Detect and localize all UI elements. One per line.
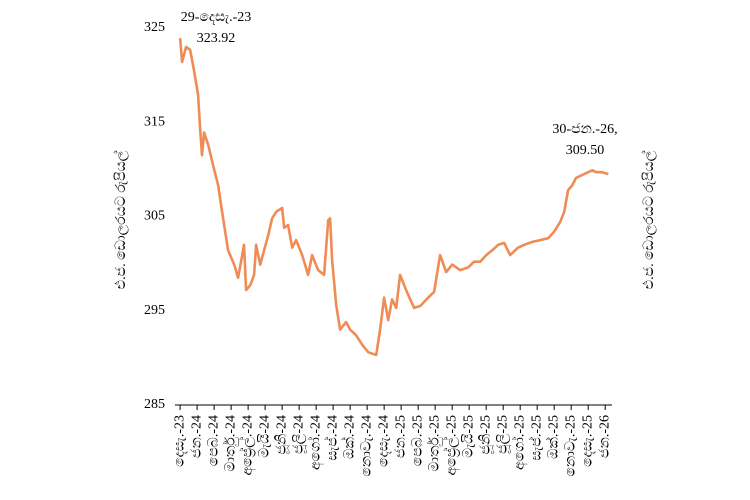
x-tick-label: දෙසැ.-24	[376, 415, 391, 467]
x-tick-label: මාර්තු.-24	[222, 415, 238, 472]
y-tick-label: 295	[144, 303, 165, 318]
annotation: 30-ජන.-26,	[552, 122, 617, 137]
annotation: 323.92	[197, 31, 236, 46]
x-tick-label: අප්‍රේල්.-25	[443, 415, 460, 475]
x-tick-label: ජන.-26	[597, 415, 612, 458]
y-axis-label: එ.ජ. ඩොලරයට රුපියල්	[113, 150, 129, 289]
line	[178, 38, 609, 357]
x-tick-label: අගෝ.-25	[511, 415, 528, 470]
x-tick-label: ජූලි-25	[495, 415, 511, 454]
x-tick-label: නොවැ.-25	[563, 415, 578, 477]
x-tick-label: දෙසැ.-23	[172, 415, 187, 467]
x-tick-label: පෙබ.-25	[410, 415, 425, 466]
x-tick-label: ජූනි-24	[274, 415, 290, 455]
x-tick-label: අප්‍රේල්.-24	[239, 415, 256, 475]
x-tick-label: මැයි-25	[461, 415, 476, 458]
y-tick-label: 325	[144, 20, 165, 35]
x-tick-label: ජූනි-25	[478, 415, 494, 455]
x-tick-label: ඔක්.-24	[341, 415, 357, 459]
x-tick-label: ජන.-24	[189, 415, 204, 458]
y-tick-label: 315	[144, 114, 165, 129]
x-tick-label: සැප්.-25	[528, 415, 544, 461]
x-tick-label: ජූලි-24	[291, 415, 307, 454]
x-tick-label: මාර්තු.-25	[426, 415, 442, 472]
x-tick-label: නොවැ.-24	[359, 415, 374, 477]
x-tick-label: අගෝ.-24	[307, 415, 324, 470]
x-tick-label: ඔක්.-25	[545, 415, 561, 459]
y-tick-label: 285	[144, 397, 165, 412]
x-tick-label: පෙබ.-24	[206, 415, 221, 466]
annotation: 29-දෙසැ.-23	[181, 10, 252, 25]
x-tick-label: මැයි-24	[257, 415, 272, 458]
y-tick-label: 305	[144, 209, 165, 224]
annotation: 309.50	[566, 143, 605, 158]
x-tick-label: දෙසැ.-25	[580, 415, 595, 467]
x-tick-label: ජන.-25	[393, 415, 408, 458]
x-tick-label: සැප්.-24	[324, 415, 340, 461]
y2-axis-label: එ.ජ. ඩොලරයට රුපියල්	[641, 150, 657, 289]
